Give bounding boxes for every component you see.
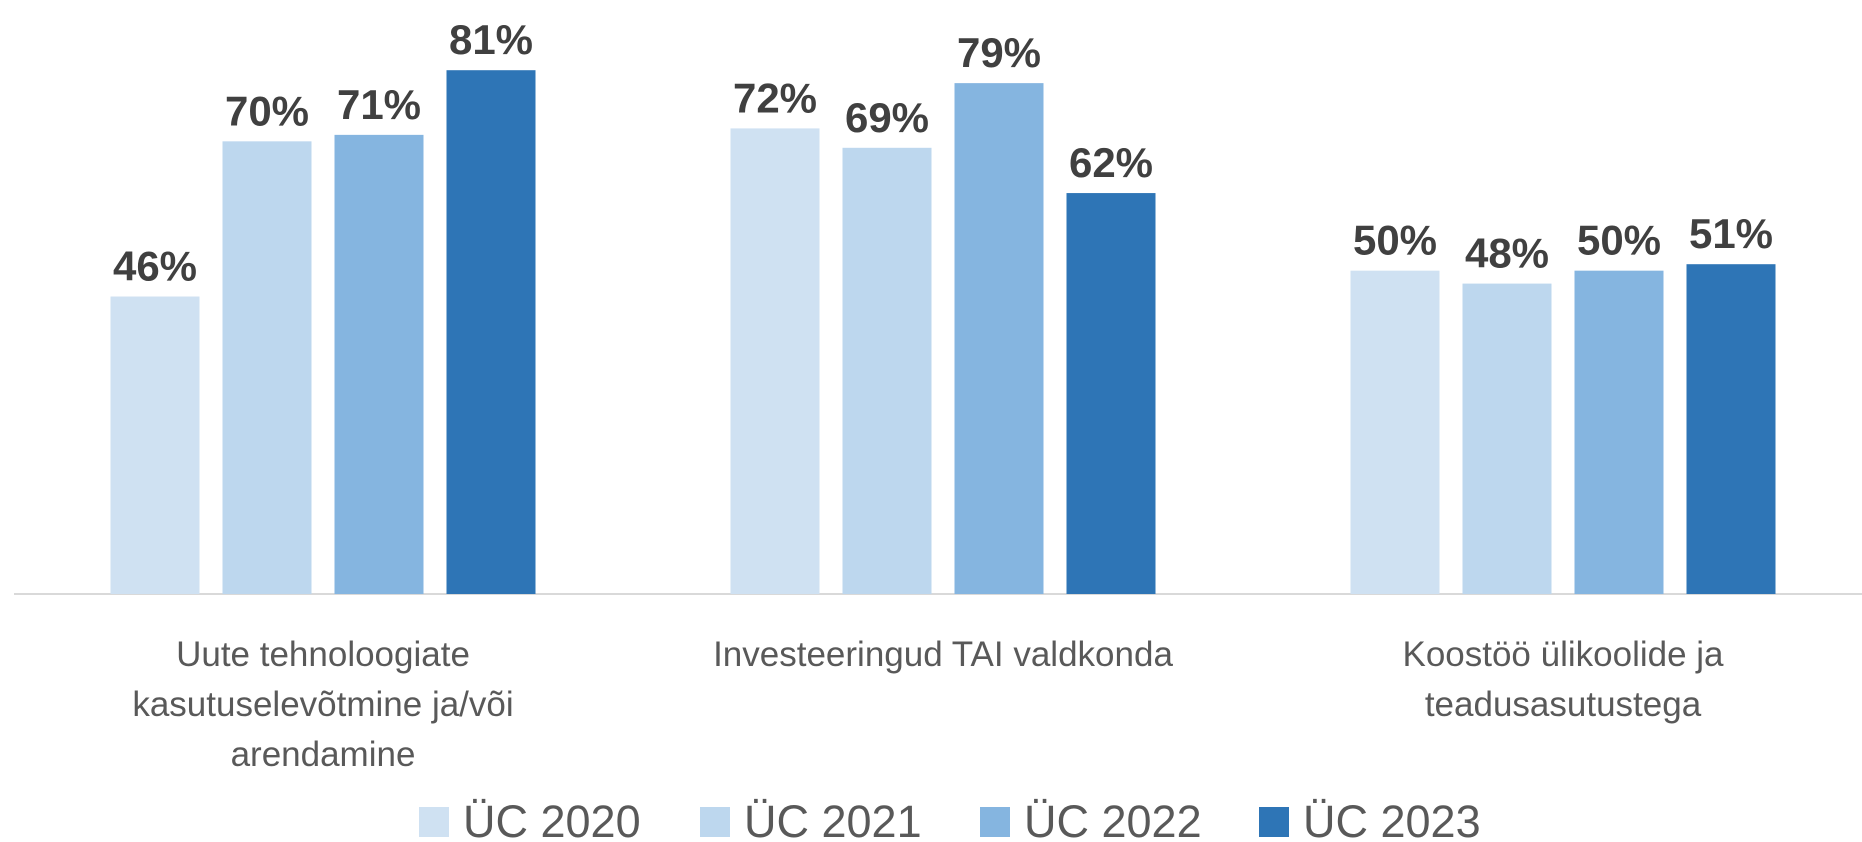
legend-swatch: [419, 807, 449, 837]
legend-label: ÜC 2022: [1024, 796, 1202, 842]
bar: [954, 83, 1044, 594]
data-label: 50%: [1353, 217, 1437, 264]
data-label: 70%: [225, 87, 309, 134]
x-tick-label: Uute tehnoloogiate kasutuselevõtmine ja/…: [132, 635, 514, 774]
legend-label: ÜC 2021: [744, 796, 922, 842]
data-label: 62%: [1069, 139, 1153, 186]
legend-swatch: [700, 807, 730, 837]
bar: [446, 70, 536, 594]
bar: [1350, 270, 1440, 594]
data-label: 48%: [1465, 230, 1549, 277]
bar: [730, 128, 820, 594]
bar: [334, 134, 424, 594]
data-label: 50%: [1577, 217, 1661, 264]
bar: [1066, 193, 1156, 595]
x-tick-label: Investeeringud TAI valdkonda: [713, 635, 1173, 674]
data-label: 51%: [1689, 210, 1773, 257]
legend-label: ÜC 2020: [463, 796, 641, 842]
data-label: 72%: [733, 74, 817, 121]
bar: [1686, 264, 1776, 594]
bar: [222, 141, 312, 595]
bar: [842, 147, 932, 595]
x-tick-label: Koostöö ülikoolide ja teadusasutustega: [1402, 635, 1724, 724]
data-label: 46%: [113, 243, 197, 290]
bar: [1462, 283, 1552, 594]
legend-swatch: [1259, 807, 1289, 837]
legend-label: ÜC 2023: [1303, 796, 1481, 842]
bar: [110, 296, 200, 594]
data-label: 69%: [845, 94, 929, 141]
data-label: 81%: [449, 16, 533, 63]
legend-swatch: [980, 807, 1010, 837]
data-label: 79%: [957, 29, 1041, 76]
data-label: 71%: [337, 81, 421, 128]
bar: [1574, 270, 1664, 594]
